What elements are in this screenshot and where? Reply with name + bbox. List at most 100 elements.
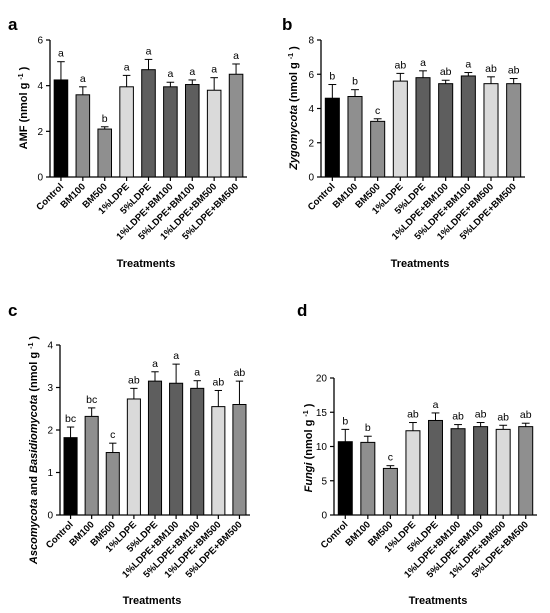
panel-letter: d <box>297 301 307 320</box>
y-axis-title-unit: (nmol g <box>18 83 30 123</box>
y-axis-title-close: ) <box>288 46 300 50</box>
x-axis-title: Treatments <box>117 258 176 270</box>
significance-letter: a <box>189 66 195 78</box>
y-axis-title: Zygomycota (nmol g -1 ) <box>288 46 300 171</box>
panel-letter: b <box>282 15 292 34</box>
y-tick-label: 20 <box>316 374 328 385</box>
x-axis-title: Treatments <box>391 258 450 270</box>
bar <box>141 69 156 178</box>
x-axis-title: Treatments <box>409 595 468 607</box>
y-axis-title-close: ) <box>18 66 30 70</box>
significance-letter: a <box>146 45 152 57</box>
significance-letter: ab <box>440 66 452 78</box>
panel-letter: a <box>8 15 18 34</box>
bar <box>206 89 222 178</box>
y-tick-label: 2 <box>47 426 53 437</box>
y-axis-title-sup: -1 <box>18 73 25 79</box>
bar <box>382 467 398 516</box>
y-tick-label: 8 <box>308 36 314 47</box>
y-tick-label: 4 <box>47 341 53 352</box>
significance-letter: bc <box>86 394 97 406</box>
significance-letter: b <box>352 76 358 88</box>
bar <box>405 430 421 516</box>
bar <box>506 83 522 178</box>
bar <box>337 441 353 516</box>
bar <box>483 83 499 178</box>
significance-letter: ab <box>508 65 520 77</box>
y-tick-label: 6 <box>37 36 43 47</box>
panel-c: c Ascomycota and Basidiomycota (nmol g -… <box>8 301 250 607</box>
bar <box>169 382 184 516</box>
bar <box>105 452 120 516</box>
y-axis-title-and: and <box>28 473 40 496</box>
y-axis-title: Ascomycota and Basidiomycota (nmol g -1 … <box>24 336 40 566</box>
significance-letter: a <box>173 350 179 362</box>
y-axis-title-unit: (nmol g <box>28 352 40 392</box>
bar <box>228 73 244 178</box>
bar <box>450 428 466 516</box>
significance-letter: c <box>388 452 393 464</box>
y-axis-title: Fungi (nmol g -1 ) <box>299 403 315 492</box>
y-tick-label: 4 <box>308 104 314 115</box>
y-axis-title-close: ) <box>28 336 40 340</box>
y-axis-title-unit: (nmol g <box>303 420 315 460</box>
y-axis-title-sup: -1 <box>28 343 35 349</box>
y-axis-title: AMF (nmol g -1 ) <box>18 66 30 149</box>
y-axis-title-main: Zygomycota <box>288 105 300 171</box>
bar <box>428 419 443 516</box>
y-axis-title-main2: Basidiomycota <box>28 395 40 473</box>
significance-letter: a <box>420 57 426 69</box>
significance-letter: b <box>342 415 348 427</box>
bar <box>473 426 489 516</box>
bar <box>415 77 431 178</box>
bar <box>190 387 205 516</box>
significance-letter: ab <box>407 409 419 421</box>
bar <box>75 94 91 178</box>
significance-letter: a <box>233 50 239 62</box>
bar <box>370 120 386 178</box>
significance-letter: b <box>365 422 371 434</box>
bar <box>184 84 200 178</box>
bar <box>97 128 113 178</box>
significance-letter: ab <box>234 367 246 379</box>
significance-letter: ab <box>520 409 532 421</box>
y-tick-label: 0 <box>308 173 314 184</box>
panel-d: d Fungi (nmol g -1 ) Treatments 0 5 10 15 20… <box>297 301 537 607</box>
y-tick-label: 2 <box>308 138 314 149</box>
y-axis-title-sup: -1 <box>288 53 295 59</box>
significance-letter: a <box>124 61 130 73</box>
x-tick-label: Control <box>319 519 351 551</box>
significance-letter: ab <box>485 63 497 75</box>
bar <box>84 415 99 516</box>
significance-letter: a <box>58 48 64 60</box>
bar <box>119 86 134 178</box>
bar <box>324 97 340 178</box>
significance-letter: b <box>102 113 108 125</box>
bar <box>460 75 476 178</box>
svg-text:Ascomycota and: Ascomycota and Basidiomycota (nmol g -1 … <box>24 336 40 566</box>
x-tick-label: Control <box>34 181 66 213</box>
significance-letter: ab <box>475 409 487 421</box>
x-axis-title: Treatments <box>123 595 182 607</box>
y-tick-label: 1 <box>47 468 53 479</box>
bar <box>163 86 178 178</box>
y-tick-label: 6 <box>308 70 314 81</box>
y-axis-title-sup: -1 <box>303 410 310 416</box>
y-tick-label: 2 <box>37 127 43 138</box>
y-axis-title-main: AMF <box>18 125 30 149</box>
bar <box>232 404 247 516</box>
bar <box>347 96 363 178</box>
x-tick-label: Control <box>44 519 76 551</box>
significance-letter: a <box>211 64 217 76</box>
significance-letter: ab <box>497 411 509 423</box>
svg-text:Fungi (nmol g: Fungi (nmol g -1 ) <box>299 403 315 492</box>
significance-letter: b <box>329 71 335 83</box>
bar <box>495 428 511 516</box>
y-axis-title-close: ) <box>303 403 315 407</box>
significance-letter: ab <box>212 376 224 388</box>
y-tick-label: 0 <box>321 511 327 522</box>
bar <box>392 80 408 178</box>
significance-letter: a <box>465 59 471 71</box>
panel-a: a AMF (nmol g -1 ) Treatments 0 2 4 6 a Contr… <box>8 15 247 270</box>
